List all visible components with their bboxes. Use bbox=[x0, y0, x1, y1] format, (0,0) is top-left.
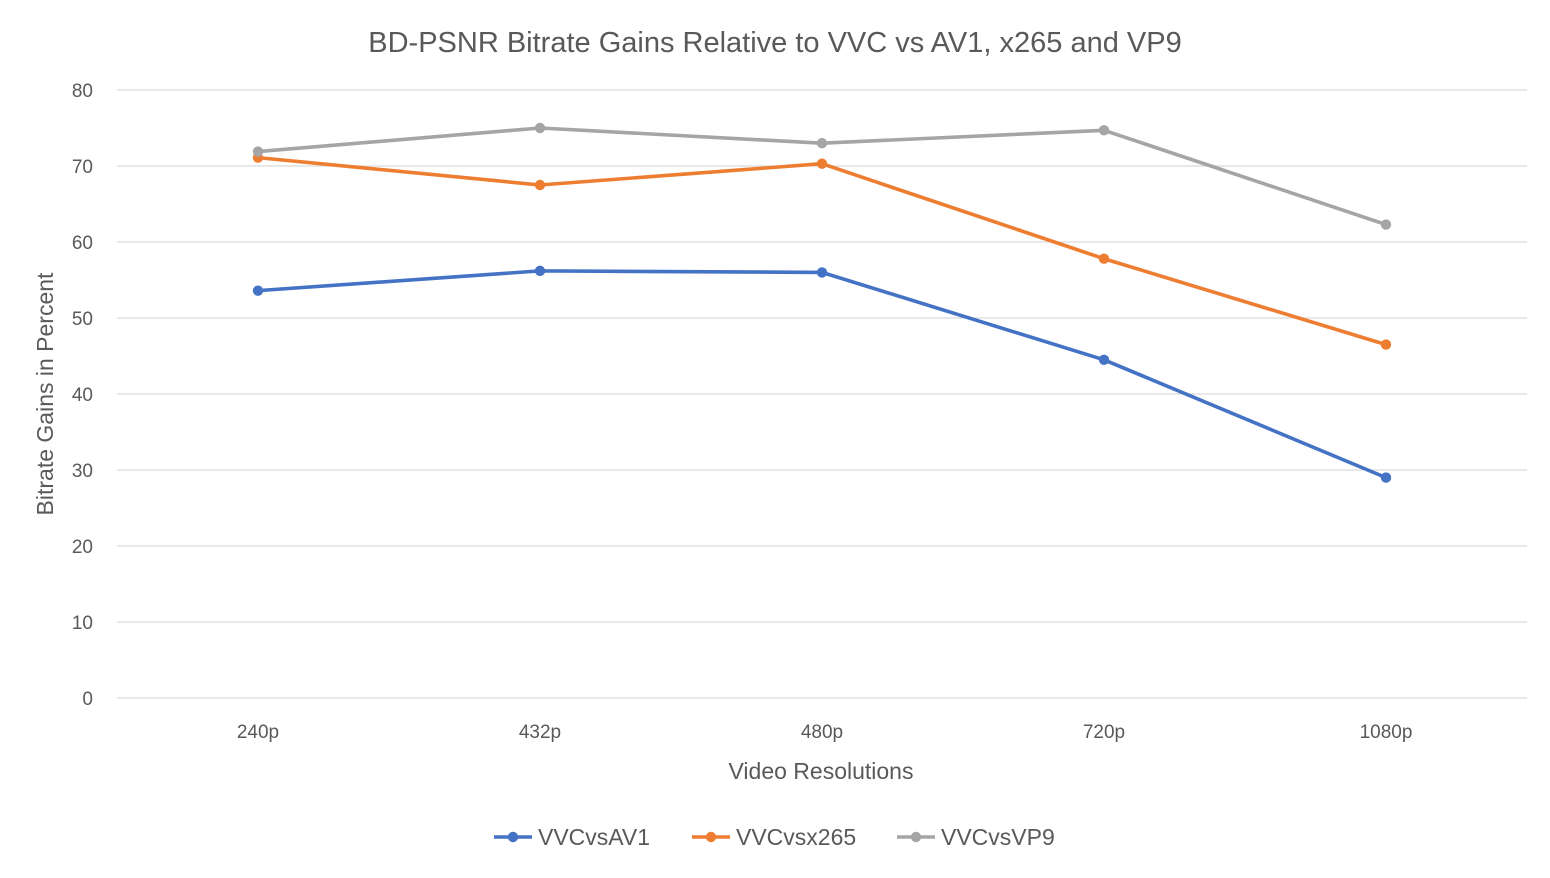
data-point-VVCvsVP9-432p bbox=[534, 122, 546, 134]
y-tick-label-0: 0 bbox=[82, 689, 93, 710]
x-tick-label-480p: 480p bbox=[801, 722, 843, 743]
y-axis-ticks: 0 10 20 30 40 50 60 70 80 bbox=[72, 81, 93, 710]
data-point-VVCvsAV1-1080p bbox=[1380, 472, 1392, 483]
data-point-VVCvsVP9-1080p bbox=[1380, 219, 1392, 230]
y-tick-label-10: 10 bbox=[72, 613, 93, 634]
legend-label-VVCvsVP9: VVCvsVP9 bbox=[941, 824, 1055, 850]
y-tick-label-20: 20 bbox=[72, 537, 93, 558]
y-tick-label-70: 70 bbox=[72, 157, 93, 178]
legend-marker-VVCvsVP9 bbox=[910, 831, 922, 843]
gridlines bbox=[117, 89, 1527, 699]
data-point-VVCvsAV1-240p bbox=[252, 285, 264, 296]
legend-label-VVCvsAV1: VVCvsAV1 bbox=[538, 824, 650, 850]
data-point-VVCvsx265-480p bbox=[816, 158, 828, 169]
data-point-VVCvsx265-1080p bbox=[1380, 339, 1392, 350]
series-VVCvsVP9 bbox=[252, 122, 1392, 230]
legend-marker-VVCvsAV1 bbox=[507, 831, 519, 843]
y-tick-label-60: 60 bbox=[72, 233, 93, 254]
legend: VVCvsAV1 VVCvsx265 VVCvsVP9 bbox=[494, 824, 1055, 850]
y-tick-label-30: 30 bbox=[72, 461, 93, 482]
data-point-VVCvsVP9-480p bbox=[816, 138, 828, 149]
data-point-VVCvsAV1-480p bbox=[816, 267, 828, 278]
data-point-VVCvsVP9-720p bbox=[1098, 125, 1110, 136]
x-axis-ticks: 240p 432p 480p 720p 1080p bbox=[237, 722, 1413, 743]
data-point-VVCvsVP9-240p bbox=[252, 146, 264, 157]
y-tick-label-80: 80 bbox=[72, 81, 93, 102]
legend-marker-VVCvsx265 bbox=[705, 831, 717, 843]
x-tick-label-240p: 240p bbox=[237, 722, 279, 743]
x-axis-title: Video Resolutions bbox=[729, 758, 914, 784]
y-tick-label-40: 40 bbox=[72, 385, 93, 406]
data-point-VVCvsx265-432p bbox=[534, 179, 546, 191]
x-tick-label-432p: 432p bbox=[519, 722, 561, 743]
legend-item-VVCvsVP9: VVCvsVP9 bbox=[897, 824, 1055, 850]
y-tick-label-50: 50 bbox=[72, 309, 93, 330]
series-lines bbox=[252, 122, 1392, 483]
legend-item-VVCvsAV1: VVCvsAV1 bbox=[494, 824, 650, 850]
data-point-VVCvsAV1-720p bbox=[1098, 354, 1110, 365]
data-point-VVCvsx265-720p bbox=[1098, 253, 1110, 264]
y-axis-title: Bitrate Gains in Percent bbox=[32, 272, 58, 516]
legend-item-VVCvsx265: VVCvsx265 bbox=[692, 824, 856, 850]
series-line-VVCvsx265 bbox=[256, 155, 1388, 347]
series-line-VVCvsAV1 bbox=[256, 269, 1388, 480]
legend-label-VVCvsx265: VVCvsx265 bbox=[736, 824, 856, 850]
data-point-VVCvsAV1-432p bbox=[534, 265, 546, 277]
chart-title: BD-PSNR Bitrate Gains Relative to VVC vs… bbox=[368, 27, 1181, 59]
x-tick-label-1080p: 1080p bbox=[1360, 722, 1413, 743]
series-VVCvsx265 bbox=[252, 152, 1392, 350]
x-tick-label-720p: 720p bbox=[1083, 722, 1125, 743]
series-VVCvsAV1 bbox=[252, 265, 1392, 483]
